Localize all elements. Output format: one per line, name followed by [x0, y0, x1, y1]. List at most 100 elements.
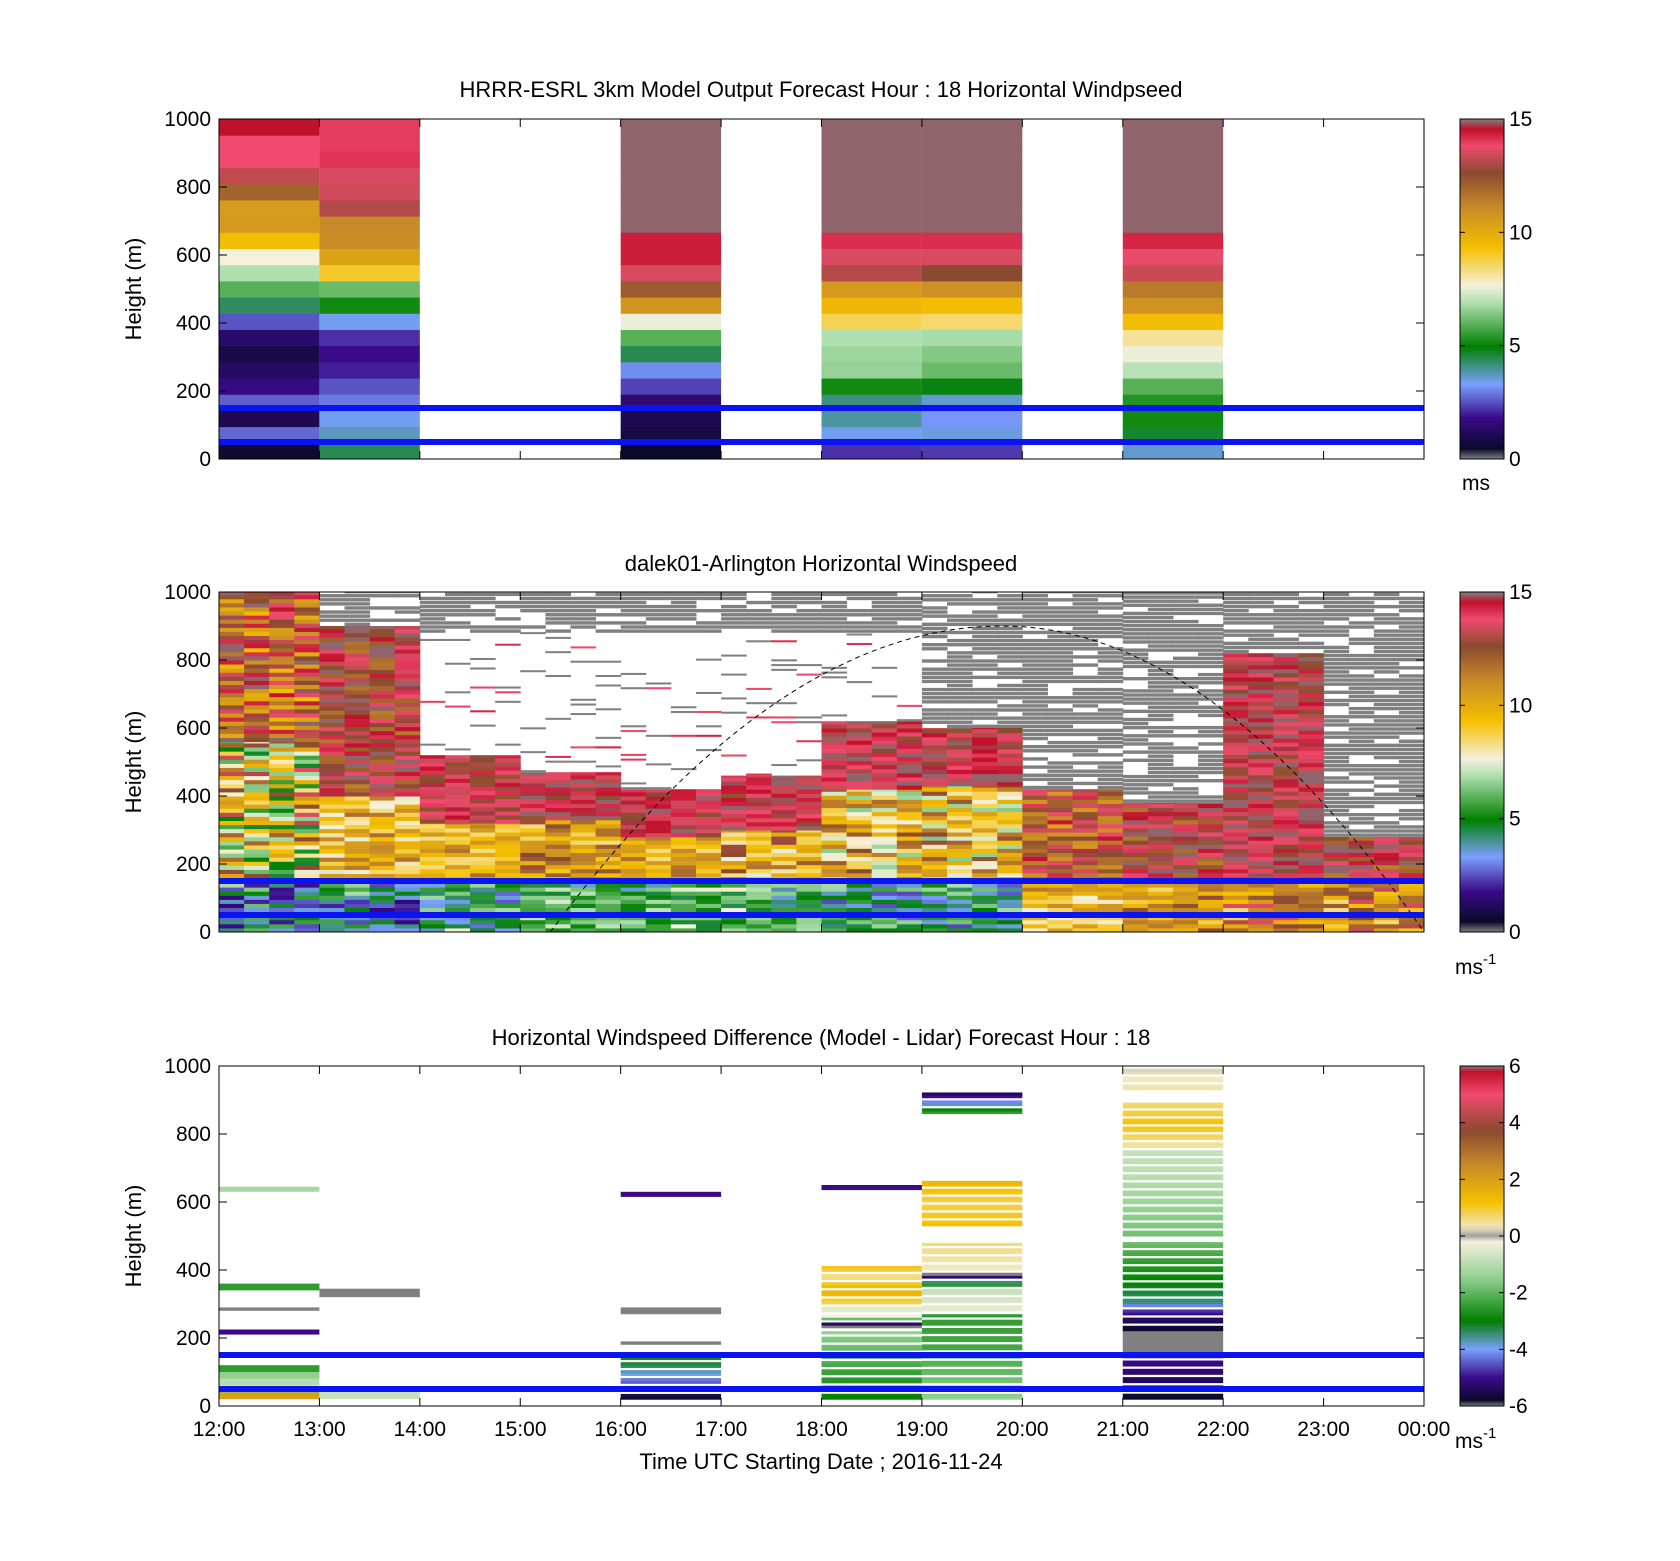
lidar-cell [520, 827, 546, 833]
lidar-cell [1248, 660, 1274, 666]
lidar-nodata-cell [545, 613, 571, 617]
lidar-nodata-cell [972, 647, 998, 651]
lidar-cell [1072, 864, 1099, 870]
lidar-cell [1223, 848, 1249, 853]
lidar-cell [1223, 653, 1249, 658]
lidar-cell [947, 891, 973, 896]
lidar-cell [394, 820, 421, 826]
lidar-cell [369, 836, 396, 842]
lidar-cell [495, 844, 521, 849]
lidar-nodata-cell [947, 700, 973, 704]
lidar-cell [470, 923, 496, 929]
lidar-nodata-cell [1172, 640, 1199, 644]
lidar-cell [520, 860, 546, 866]
lidar-cell [821, 823, 848, 829]
lidar-cell [1398, 852, 1424, 858]
lidar-cell [721, 776, 747, 782]
lidar-cell [821, 811, 848, 817]
lidar-nodata-cell [1348, 674, 1375, 678]
lidar-nodata-cell [1097, 626, 1124, 631]
lidar-cell [896, 872, 923, 878]
lidar-cell [821, 791, 848, 796]
lidar-nodata-cell [1348, 682, 1375, 686]
lidar-cell [896, 791, 923, 796]
lidar-nodata-cell [620, 625, 647, 629]
difference-cell [921, 1199, 1023, 1203]
lidar-cell [394, 738, 421, 744]
lidar-cell [1198, 836, 1224, 841]
lidar-cell [1097, 799, 1124, 804]
lidar-nodata-cell [1373, 629, 1400, 633]
lidar-nodata-cell [1198, 607, 1224, 612]
lidar-cell [1022, 895, 1048, 900]
difference-cell [1122, 1282, 1224, 1286]
lidar-streak [470, 686, 496, 689]
colorbar-tick-label: 15 [1509, 581, 1532, 604]
lidar-cell [846, 785, 873, 790]
lidar-cell [294, 623, 320, 628]
lidar-cell [219, 816, 245, 821]
x-tick-label: 17:00 [695, 1418, 748, 1441]
lidar-cell [896, 864, 923, 870]
lidar-nodata-cell [1373, 715, 1400, 719]
lidar-cell [595, 840, 622, 845]
lidar-nodata-cell [419, 604, 446, 609]
lidar-cell [846, 799, 873, 804]
lidar-cell [1373, 903, 1400, 909]
lidar-cell [394, 747, 421, 752]
lidar-cell [344, 751, 371, 756]
lidar-nodata-cell [1172, 779, 1199, 783]
lidar-cell [1022, 868, 1048, 874]
lidar-nodata-cell [444, 600, 471, 605]
lidar-cell [947, 732, 973, 738]
lidar-cell [796, 923, 822, 929]
lidar-cell [947, 815, 973, 821]
lidar-cell [846, 811, 873, 817]
lidar-nodata-cell [1323, 629, 1350, 633]
lidar-cell [1122, 868, 1149, 874]
lidar-cell [394, 832, 421, 838]
lidar-cell [972, 753, 998, 758]
lidar-nodata-cell [1323, 645, 1350, 650]
lidar-cell [997, 823, 1023, 829]
lidar-cell [319, 887, 346, 892]
lidar-nodata-cell [520, 604, 546, 609]
lidar-nodata-cell [1323, 662, 1350, 666]
lidar-cell [269, 635, 295, 641]
difference-cell [921, 1108, 1023, 1112]
lidar-nodata-cell [1047, 700, 1074, 704]
lidar-cell [620, 903, 647, 909]
lidar-cell [545, 903, 571, 909]
lidar-streak [721, 673, 747, 676]
lidar-nodata-cell [1323, 764, 1350, 768]
lidar-cell [344, 791, 371, 797]
lidar-cell [219, 836, 245, 842]
lidar-cell [394, 673, 421, 679]
lidar-cell [1298, 783, 1325, 788]
panel-model-colorbar-unit: ms [1462, 472, 1490, 495]
lidar-cell [219, 615, 245, 620]
lidar-nodata-cell [570, 613, 597, 617]
lidar-nodata-cell [1072, 749, 1099, 753]
lidar-cell [947, 844, 973, 849]
lidar-cell [645, 840, 672, 845]
lidar-cell [1273, 725, 1299, 731]
lidar-cell [444, 815, 471, 820]
lidar-nodata-cell [1147, 636, 1174, 640]
lidar-cell [796, 895, 822, 900]
lidar-nodata-cell [871, 592, 898, 597]
y-tick-label: 400 [176, 1259, 211, 1282]
lidar-nodata-cell [645, 596, 672, 601]
model-cell [620, 280, 722, 298]
lidar-cell [244, 873, 270, 879]
lidar-nodata-cell [570, 609, 597, 613]
difference-cell [1122, 1071, 1224, 1075]
lidar-cell [369, 919, 396, 925]
lidar-cell [1248, 762, 1274, 768]
colorbar-tick-label: 5 [1509, 808, 1521, 831]
lidar-cell [1198, 907, 1224, 913]
lidar-cell [470, 810, 496, 816]
difference-cell [219, 1329, 320, 1335]
lidar-nodata-cell [1198, 592, 1224, 595]
lidar-cell [1373, 891, 1400, 896]
